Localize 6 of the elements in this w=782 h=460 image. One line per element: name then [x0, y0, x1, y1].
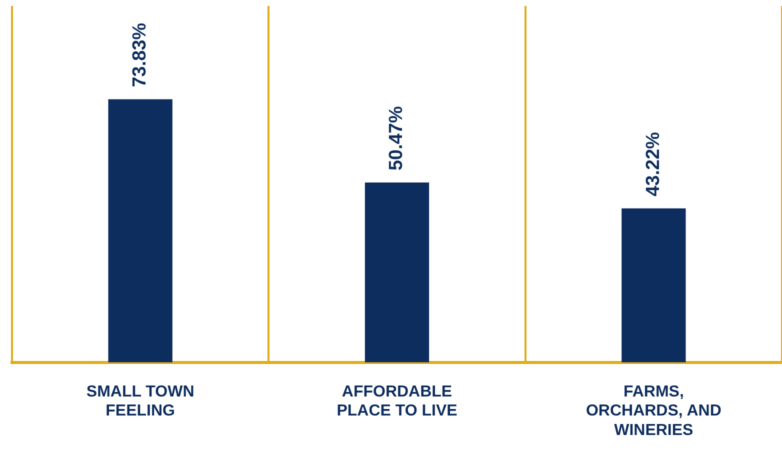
x-tick-label: FARMS, ORCHARDS, AND WINERIES — [586, 383, 722, 439]
x-tick-label: SMALL TOWN FEELING — [86, 383, 194, 420]
data-label: 43.22% — [642, 132, 664, 196]
data-label: 50.47% — [386, 106, 408, 171]
x-tick-label: AFFORDABLE PLACE TO LIVE — [336, 383, 458, 420]
data-label: 73.83% — [130, 22, 151, 88]
